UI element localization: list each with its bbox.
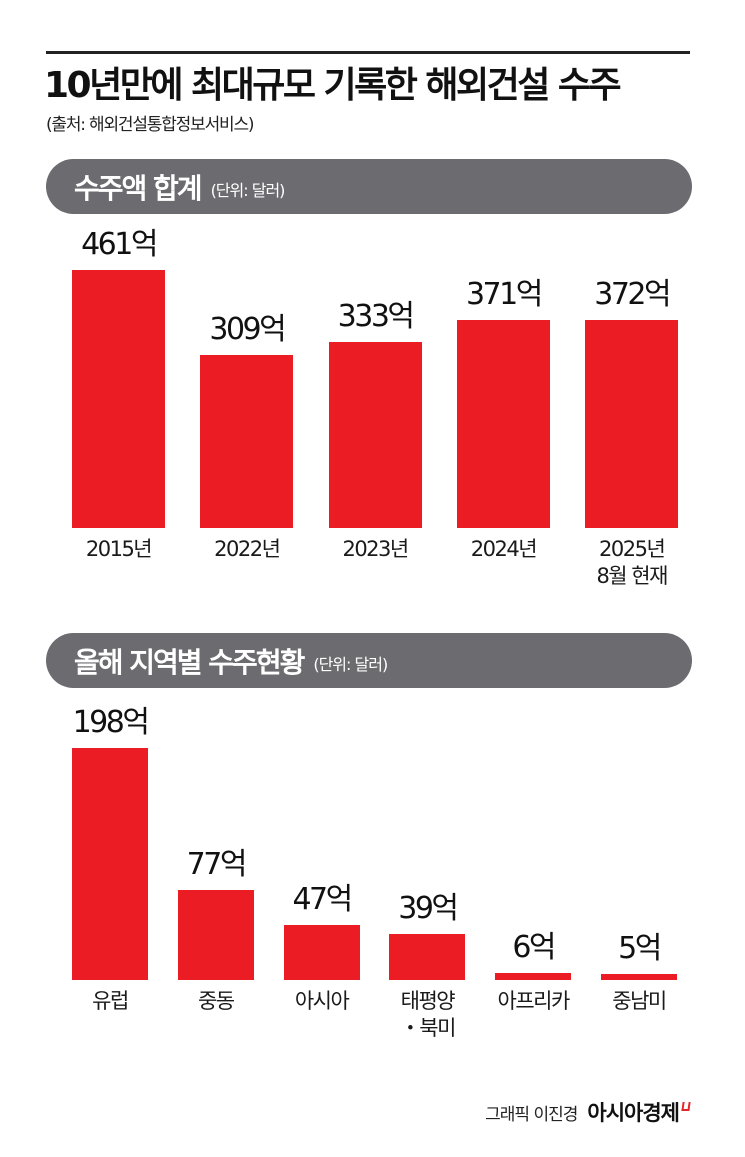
bar [585,320,679,528]
value-label: 461억 [81,227,158,262]
value-label: 5억 [618,931,662,966]
bar [389,934,466,980]
bar [72,270,165,528]
page-title: 10년만에 최대규모 기록한 해외건설 수주 [44,65,622,106]
brand-mark-icon [681,1101,691,1111]
bar [283,925,360,980]
value-label: 371억 [465,277,543,312]
value-label: 39억 [398,891,459,926]
bar [495,973,572,980]
section-title: 올해 지역별 수주현황 [74,645,305,679]
section-title: 수주액 합계 [74,171,203,205]
bar [72,748,148,980]
category-label: 2022년 [214,537,281,561]
source-note: (출처: 해외건설통합정보서비스) [46,115,255,135]
category-label: 유럽 [92,989,129,1013]
category-label: 2025년 8월 현재 [596,537,668,588]
bar [177,890,254,980]
value-label: 372억 [594,277,671,312]
bar [328,342,422,528]
brand-logo: 아시아경제 [587,1101,680,1125]
category-label: 태평양 ・북미 [399,989,457,1040]
category-label: 아시아 [294,989,350,1013]
value-label: 6억 [512,930,556,965]
credit-line: 그래픽 이진경 아시아경제 [485,1097,691,1127]
category-label: 2015년 [85,537,153,561]
top-rule [46,51,690,54]
section-unit: (단위: 달러) [210,180,286,200]
bar [200,355,294,528]
value-label: 47억 [292,882,353,917]
category-label: 2023년 [342,537,409,561]
value-label: 309억 [209,312,286,347]
graphic-credit: 그래픽 이진경 [485,1104,578,1125]
bar [601,974,677,980]
category-label: 2024년 [470,537,538,561]
section-unit: (단위: 달러) [313,654,388,674]
section-header-region: 올해 지역별 수주현황 (단위: 달러) [46,633,692,688]
value-label: 198억 [72,705,150,740]
section-header-total: 수주액 합계 (단위: 달러) [46,159,692,214]
bar [456,320,550,528]
category-label: 중동 [197,989,235,1013]
category-label: 아프리카 [497,989,571,1013]
value-label: 333억 [337,299,415,334]
category-label: 중남미 [612,989,667,1013]
value-label: 77억 [186,847,248,882]
